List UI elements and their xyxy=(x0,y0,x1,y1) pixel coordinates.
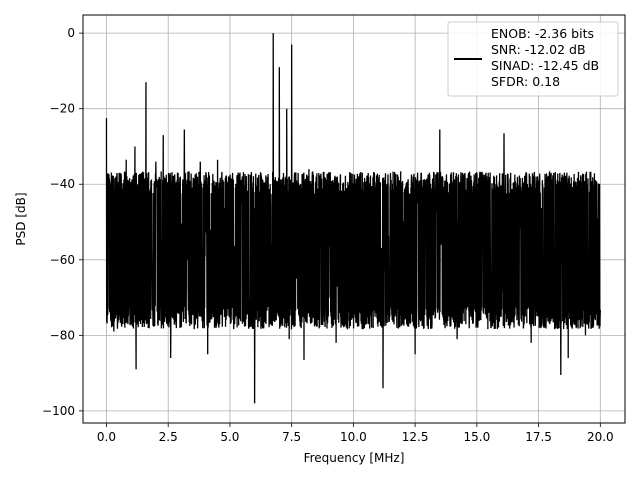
x-axis-ticks: 0.0 2.5 5.0 7.5 10.0 12.5 15.0 17.5 20.0 xyxy=(97,423,614,444)
y-tick-label: 0 xyxy=(67,26,75,40)
legend: ENOB: -2.36 bits SNR: -12.02 dB SINAD: -… xyxy=(447,21,619,97)
y-axis-ticks: 0 −20 −40 −60 −80 −100 xyxy=(42,26,83,418)
x-tick-label: 15.0 xyxy=(463,430,490,444)
x-tick-label: 10.0 xyxy=(340,430,367,444)
legend-box xyxy=(447,21,619,97)
x-tick-label: 20.0 xyxy=(587,430,614,444)
y-tick-label: −60 xyxy=(50,253,75,267)
legend-snr: SNR: -12.02 dB xyxy=(491,42,586,57)
x-axis-label: Frequency [MHz] xyxy=(304,451,405,465)
y-axis-label: PSD [dB] xyxy=(14,192,28,245)
legend-sinad: SINAD: -12.45 dB xyxy=(491,58,599,73)
y-tick-label: −20 xyxy=(50,102,75,116)
x-tick-label: 7.5 xyxy=(282,430,301,444)
y-tick-label: −40 xyxy=(50,177,75,191)
x-tick-label: 12.5 xyxy=(402,430,429,444)
y-tick-label: −100 xyxy=(42,404,75,418)
y-tick-label: −80 xyxy=(50,328,75,342)
x-tick-label: 17.5 xyxy=(525,430,552,444)
x-tick-label: 2.5 xyxy=(159,430,178,444)
psd-series-line xyxy=(105,33,601,404)
plot-area xyxy=(105,33,601,404)
x-tick-label: 0.0 xyxy=(97,430,116,444)
legend-sfdr: SFDR: 0.18 xyxy=(491,74,560,89)
legend-enob: ENOB: -2.36 bits xyxy=(491,26,594,41)
x-tick-label: 5.0 xyxy=(220,430,239,444)
axes-frame xyxy=(82,14,626,424)
